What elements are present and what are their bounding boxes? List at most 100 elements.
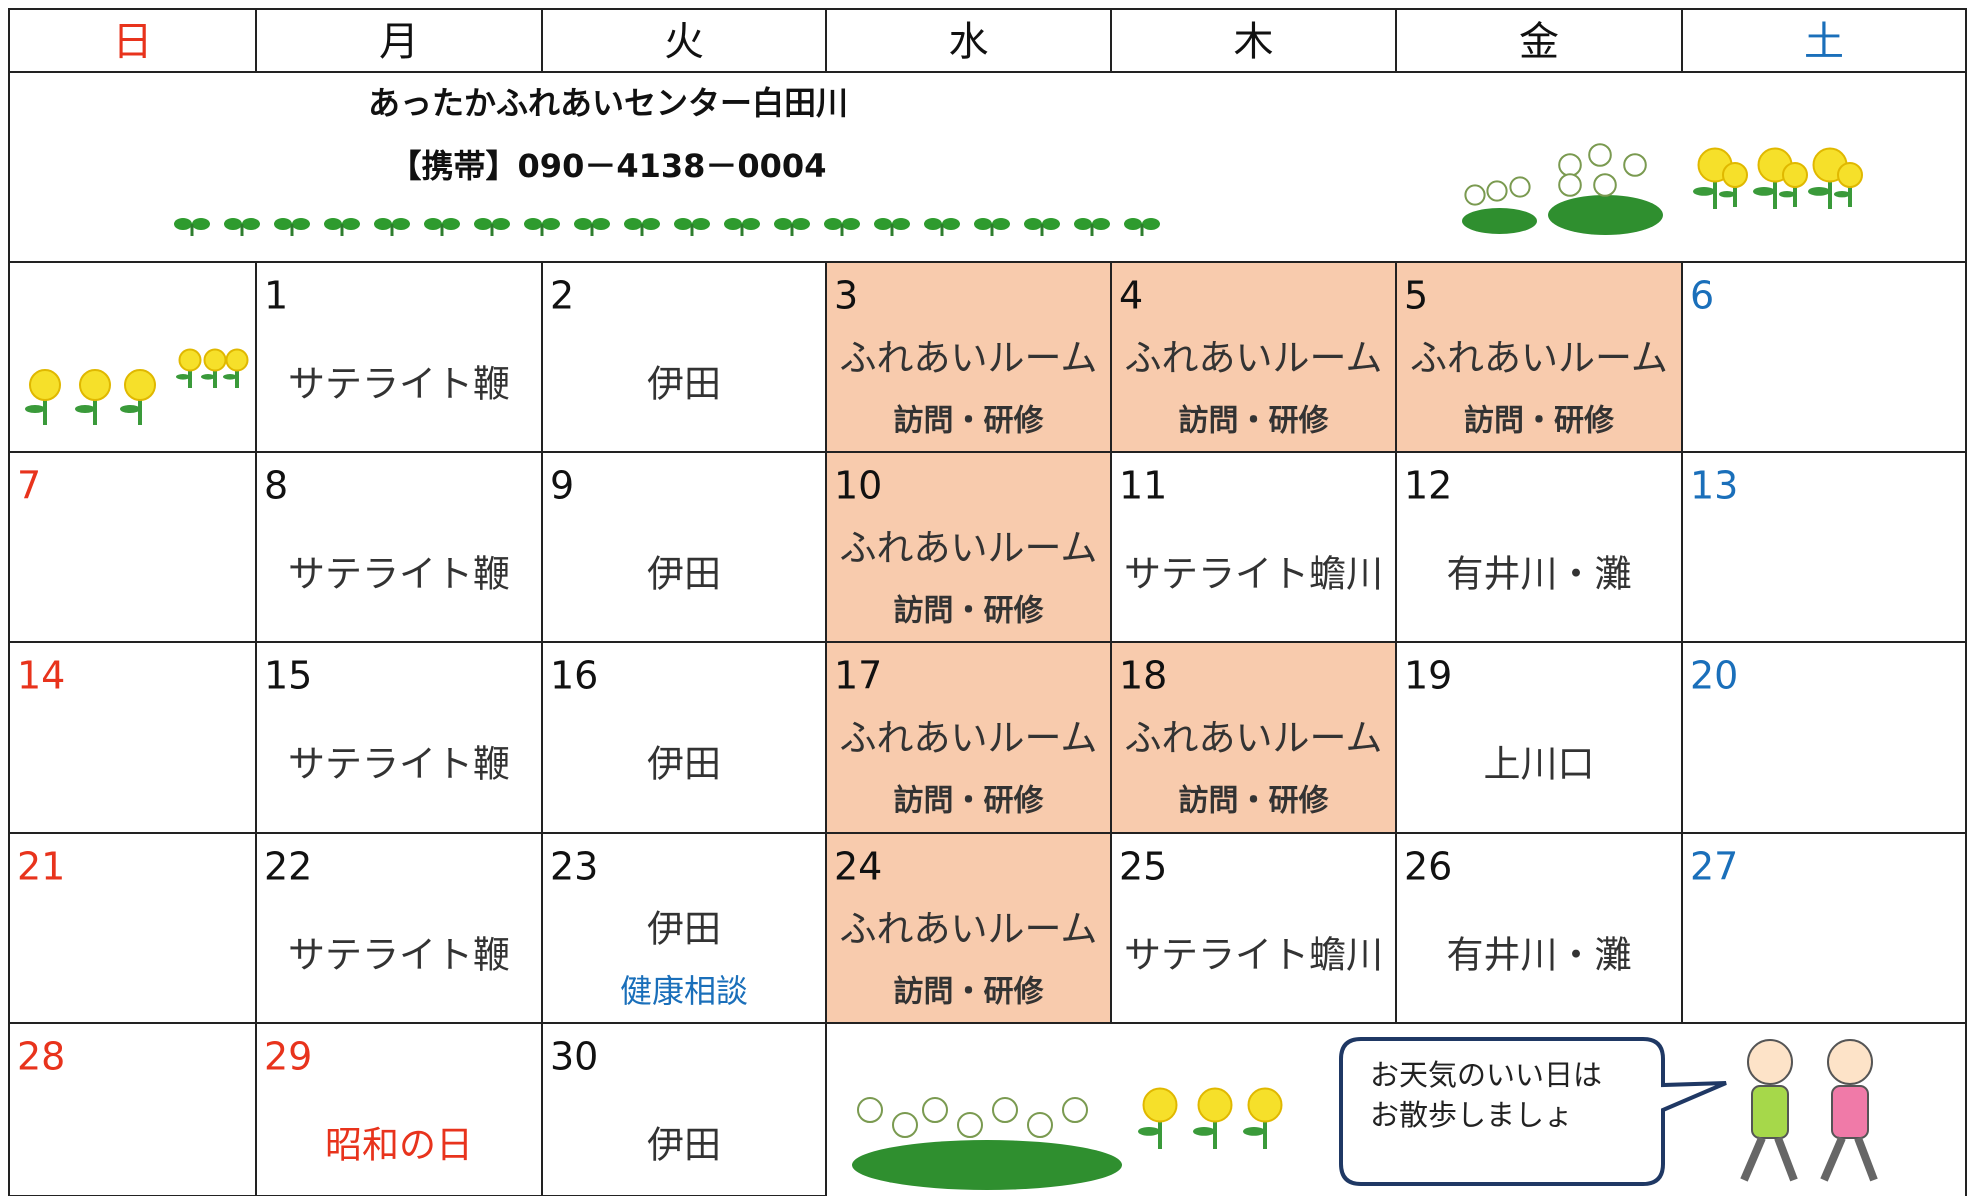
leaf	[542, 218, 560, 230]
leaf	[692, 218, 710, 230]
schedule-text: 健康相談	[620, 972, 748, 1010]
day-cell	[255, 832, 543, 1024]
leaf	[1042, 218, 1060, 230]
leaf	[724, 218, 742, 230]
stem	[640, 224, 644, 236]
flower	[1138, 1087, 1178, 1149]
sprout	[224, 218, 260, 236]
dandelion	[1623, 153, 1647, 177]
day-cell	[825, 832, 1112, 1024]
day-number: 8	[264, 464, 288, 508]
day-cell	[8, 641, 257, 834]
leaf	[574, 218, 592, 230]
bloom	[29, 369, 61, 401]
bloom	[124, 369, 156, 401]
leaf	[674, 218, 692, 230]
leaf	[1092, 218, 1110, 230]
flower	[25, 369, 61, 425]
leaf	[824, 218, 842, 230]
weekday: 金	[1519, 19, 1559, 65]
schedule-text: 訪問・研修	[1179, 784, 1330, 819]
stem	[590, 224, 594, 236]
leaf	[1753, 187, 1775, 196]
bloom	[922, 1097, 948, 1123]
schedule-text: 伊田	[647, 743, 721, 786]
leaf	[442, 218, 460, 230]
dandelion	[1062, 1097, 1088, 1123]
stem	[540, 224, 544, 236]
flower	[75, 369, 111, 425]
day-number: 23	[550, 845, 598, 889]
stem	[740, 224, 744, 236]
day-number: 2	[550, 274, 574, 318]
body	[1831, 1085, 1869, 1139]
header-cell	[255, 8, 543, 73]
dandelion	[992, 1097, 1018, 1123]
day-number: 15	[264, 654, 312, 698]
day-number: 1	[264, 274, 288, 318]
bloom	[1197, 1087, 1233, 1123]
bloom	[178, 348, 202, 372]
leaf	[242, 218, 260, 230]
day-cell	[1681, 641, 1967, 834]
leaf	[742, 218, 760, 230]
walker	[1820, 1039, 1878, 1182]
flower	[1193, 1087, 1233, 1149]
bloom	[1558, 173, 1582, 197]
day-cell	[255, 1022, 543, 1196]
walker	[1740, 1039, 1798, 1182]
bloom	[1486, 180, 1508, 202]
day-number: 22	[264, 845, 312, 889]
leg	[1854, 1136, 1878, 1182]
flower	[176, 348, 202, 388]
day-number: 30	[550, 1035, 598, 1079]
leaf	[1074, 218, 1092, 230]
leaf	[642, 218, 660, 230]
stem	[138, 385, 142, 425]
leaf	[342, 218, 360, 230]
stem	[240, 224, 244, 236]
sprout	[1074, 218, 1110, 236]
sprout	[524, 218, 560, 236]
schedule-text: 有井川・灘	[1447, 553, 1632, 596]
schedule-text: 伊田	[647, 363, 721, 406]
leaf	[392, 218, 410, 230]
leg	[1774, 1136, 1798, 1182]
header-cell	[541, 8, 827, 73]
day-number: 27	[1690, 845, 1738, 889]
schedule-text: 訪問・研修	[894, 404, 1045, 439]
sprout	[674, 218, 710, 236]
bloom	[1558, 153, 1582, 177]
weekday: 日	[113, 19, 153, 65]
bloom	[1027, 1112, 1053, 1138]
day-number: 24	[834, 845, 882, 889]
leaf	[324, 218, 342, 230]
schedule-text: 訪問・研修	[894, 594, 1045, 629]
flower	[201, 348, 227, 388]
leaf	[1024, 218, 1042, 230]
leaf	[223, 374, 237, 380]
leaf	[492, 218, 510, 230]
stem	[290, 224, 294, 236]
flower	[223, 348, 249, 388]
dandelion	[1558, 153, 1582, 177]
day-number: 25	[1119, 845, 1167, 889]
day-cell	[541, 261, 827, 453]
dandelion	[1509, 176, 1531, 198]
leg	[1820, 1136, 1846, 1182]
stem	[1263, 1105, 1267, 1149]
bloom	[1837, 162, 1863, 188]
stem	[940, 224, 944, 236]
day-number: 16	[550, 654, 598, 698]
schedule-text: ふれあいルーム	[840, 337, 1098, 380]
day-cell	[541, 641, 827, 834]
stem	[390, 224, 394, 236]
bloom	[1062, 1097, 1088, 1123]
leaf	[176, 374, 190, 380]
day-cell	[541, 451, 827, 643]
bloom	[203, 348, 227, 372]
sprout	[774, 218, 810, 236]
day-number: 3	[834, 274, 858, 318]
bush	[1548, 195, 1663, 235]
day-number: 18	[1119, 654, 1167, 698]
